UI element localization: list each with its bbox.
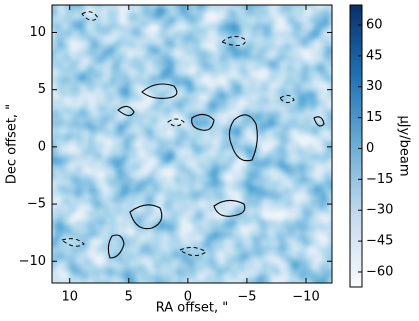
colorbar-tick-label: 60 — [366, 17, 383, 32]
map-image — [52, 5, 332, 283]
plot-frame — [51, 4, 333, 284]
colorbar — [349, 4, 363, 288]
colorbar-tick-label: −15 — [366, 172, 393, 187]
x-axis-label: RA offset, " — [156, 301, 229, 316]
colorbar-label: μJy/beam — [397, 115, 412, 176]
colorbar-tick-label: −60 — [366, 264, 393, 279]
colorbar-tick-label: −30 — [366, 203, 393, 218]
x-tick-label: −5 — [237, 290, 256, 305]
x-tick-label: 0 — [184, 290, 192, 305]
y-tick-label: −5 — [27, 197, 46, 212]
colorbar-tick-label: −45 — [366, 234, 393, 249]
x-tick-label: −10 — [292, 290, 319, 305]
y-tick-label: 0 — [38, 139, 46, 154]
y-tick-label: −10 — [19, 254, 46, 269]
colorbar-tick-label: 15 — [366, 110, 383, 125]
colorbar-tick-label: 0 — [366, 141, 374, 156]
colorbar-tick-label: 30 — [366, 79, 383, 94]
y-tick-label: 10 — [29, 25, 46, 40]
y-tick-label: 5 — [38, 82, 46, 97]
x-tick-label: 10 — [61, 290, 78, 305]
y-axis-label: Dec offset, " — [5, 104, 20, 184]
contours — [60, 11, 325, 259]
x-tick-label: 5 — [125, 290, 133, 305]
colorbar-tick-label: 45 — [366, 48, 383, 63]
map — [52, 5, 332, 283]
